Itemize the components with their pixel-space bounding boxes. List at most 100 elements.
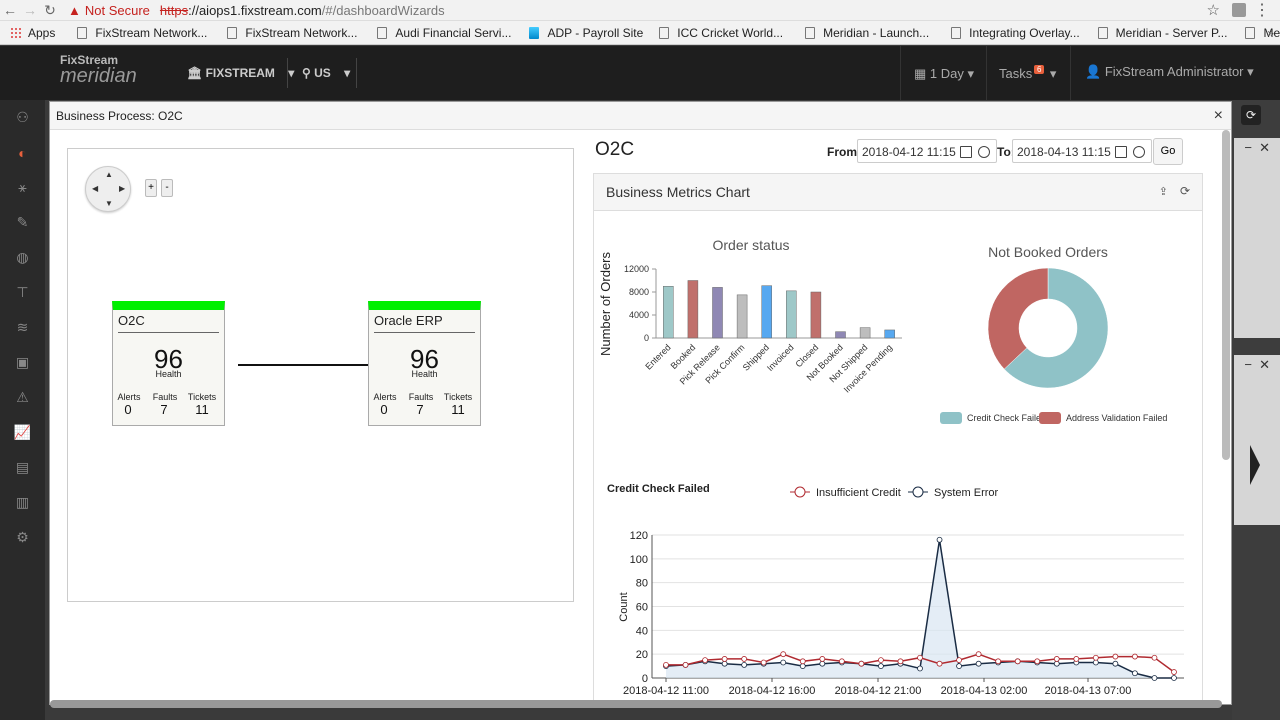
calendar-icon: ▦ (914, 66, 927, 81)
zoom-out-button[interactable]: - (161, 179, 173, 197)
zoom-in-button[interactable]: + (145, 179, 157, 197)
line-x-tick-label: 2018-04-12 11:00 (623, 685, 709, 697)
close-icon[interactable]: ✕ (1259, 357, 1270, 372)
chart-icon: 📈 (13, 424, 32, 440)
page-icon (951, 26, 962, 39)
url-host: ://aiops1.fixstream.com (188, 2, 322, 18)
extension-icon[interactable] (1232, 3, 1246, 17)
bookmark-item[interactable]: FixStream Network... (227, 26, 357, 40)
node-o2c[interactable]: O2C 96 Health Alerts 0 Faults 7 Tickets … (112, 301, 225, 426)
document-icon: ▥ (15, 494, 30, 510)
go-button[interactable]: Go (1153, 138, 1183, 165)
bar (712, 287, 723, 339)
line-x-tick-label: 2018-04-13 02:00 (941, 685, 1028, 697)
to-date-field[interactable]: 2018-04-13 11:15 (1012, 139, 1152, 163)
sidebar-item-alerts[interactable]: ⚠ (0, 380, 45, 415)
sidebar-item-window[interactable]: ▣ (0, 345, 45, 380)
bookmark-label: Meridian - Launch... (823, 25, 930, 40)
export-icon[interactable]: ⇪ (1158, 186, 1168, 198)
clock-icon[interactable] (1133, 146, 1145, 158)
logo-top: FixStream (60, 53, 119, 67)
topology-canvas[interactable]: ▲ ▼ ◀ ▶ + - O2C 96 Health Alerts 0 Fault… (67, 148, 574, 602)
line-point (897, 658, 904, 665)
dashboard-icon: ◐ (18, 144, 27, 161)
bookmark-label: Meridian - Server P... (1115, 25, 1228, 40)
line-point (917, 665, 923, 672)
browser-address-bar: ← → ↻ ▲ Not Secure https ://aiops1.fixst… (0, 0, 1280, 21)
close-icon[interactable]: × (1213, 107, 1223, 124)
bookmark-item[interactable]: Audi Financial Servi... (377, 26, 511, 40)
node-link (238, 364, 385, 366)
faults-value: 7 (160, 402, 168, 417)
sidebar-item-settings[interactable]: ⚙ (0, 520, 45, 555)
sidebar-item-analytics[interactable]: 📈 (0, 415, 45, 450)
divider (374, 332, 475, 333)
bookmark-item[interactable]: Meridian (1245, 26, 1280, 40)
time-range-selector[interactable]: ▦ 1 Day ▾ (914, 66, 974, 82)
bookmark-item[interactable]: Meridian - Server P... (1097, 25, 1228, 40)
tasks-menu[interactable]: Tasks ▾ (999, 66, 1056, 82)
bar (859, 327, 871, 339)
line-legend-label: Insufficient Credit (816, 487, 901, 499)
line-point (760, 659, 767, 666)
health-label: Health (411, 369, 438, 379)
chevron-down-icon: ▾ (1247, 64, 1254, 79)
line-point (956, 657, 962, 664)
pan-down-icon[interactable]: ▼ (105, 199, 113, 208)
tickets-label: Tickets (187, 392, 217, 402)
sidebar-item-layers[interactable]: ≋ (0, 310, 45, 345)
sidebar-item-edit[interactable]: ✎ (0, 205, 45, 240)
next-arrow-icon[interactable] (1250, 445, 1260, 485)
minimize-icon[interactable]: − (1244, 140, 1252, 155)
donut-legend-label: Address Validation Failed (1066, 413, 1167, 423)
close-icon[interactable]: ✕ (1259, 140, 1270, 155)
more-bookmarks-icon[interactable]: » (1267, 25, 1274, 40)
reload-icon[interactable]: ↻ (44, 1, 56, 18)
bookmark-apps[interactable]: Apps (10, 26, 55, 40)
pan-up-icon[interactable]: ▲ (105, 170, 113, 179)
browser-menu-icon[interactable]: ⋮ (1254, 2, 1270, 19)
bar (835, 331, 846, 339)
pan-control[interactable]: ▲ ▼ ◀ ▶ (85, 166, 131, 212)
line-legend-marker (912, 486, 924, 498)
sidebar-item-users[interactable]: ⚇ (0, 100, 45, 135)
user-menu[interactable]: 👤 FixStream Administrator ▾ (1085, 64, 1254, 80)
bar-chart-title: Order status (712, 237, 789, 253)
pan-left-icon[interactable]: ◀ (92, 184, 99, 193)
bookmark-label: Meridian (1263, 25, 1280, 40)
forward-icon[interactable]: → (23, 2, 37, 18)
vertical-scrollbar[interactable] (1222, 130, 1230, 460)
url-field[interactable]: ▲ Not Secure https ://aiops1.fixstream.c… (68, 3, 445, 18)
pan-right-icon[interactable]: ▶ (119, 184, 126, 193)
clock-icon[interactable] (978, 146, 990, 158)
sidebar-item-network[interactable]: ⚹ (0, 170, 45, 205)
back-icon[interactable]: ← (3, 2, 17, 18)
org-selector[interactable]: 🏛 FIXSTREAM ▾ (187, 66, 294, 80)
refresh-icon[interactable]: ⟳ (1179, 184, 1190, 198)
bookmark-star-icon[interactable]: ☆ (1206, 2, 1220, 19)
sidebar-item-reports[interactable]: ▤ (0, 450, 45, 485)
bookmark-item[interactable]: Integrating Overlay... (951, 26, 1080, 40)
modal-title: Business Process: O2C (56, 109, 183, 123)
horizontal-scrollbar[interactable] (50, 700, 1222, 708)
bookmark-item[interactable]: ICC Cricket World... (659, 26, 783, 40)
sidebar-item-documents[interactable]: ▥ (0, 485, 45, 520)
minimize-icon[interactable]: − (1244, 357, 1252, 372)
sidebar-item-topology[interactable]: ⊤ (0, 275, 45, 310)
bar (663, 286, 674, 339)
from-date-field[interactable]: 2018-04-12 11:15 (857, 139, 997, 163)
calendar-icon[interactable] (1115, 146, 1127, 158)
line-point (1034, 658, 1041, 665)
sidebar-item-globe[interactable]: ◍ (0, 240, 45, 275)
bookmark-item[interactable]: ADP - Payroll Site (529, 26, 643, 40)
node-oracle-erp[interactable]: Oracle ERP 96 Health Alerts 0 Faults 7 T… (368, 301, 481, 426)
chevron-down-icon: ▾ (288, 66, 295, 80)
bookmark-item[interactable]: FixStream Network... (77, 26, 207, 40)
sidebar-item-dashboard[interactable]: ◐ (0, 135, 45, 170)
calendar-icon[interactable] (960, 146, 972, 158)
bookmark-item[interactable]: Meridian - Launch... (805, 26, 929, 40)
line-legend-label: System Error (934, 487, 999, 499)
logo[interactable]: FixStream meridian (60, 54, 137, 86)
refresh-icon[interactable]: ⟳ (1241, 105, 1261, 125)
region-selector[interactable]: ⚲ US ▾ (302, 66, 350, 80)
